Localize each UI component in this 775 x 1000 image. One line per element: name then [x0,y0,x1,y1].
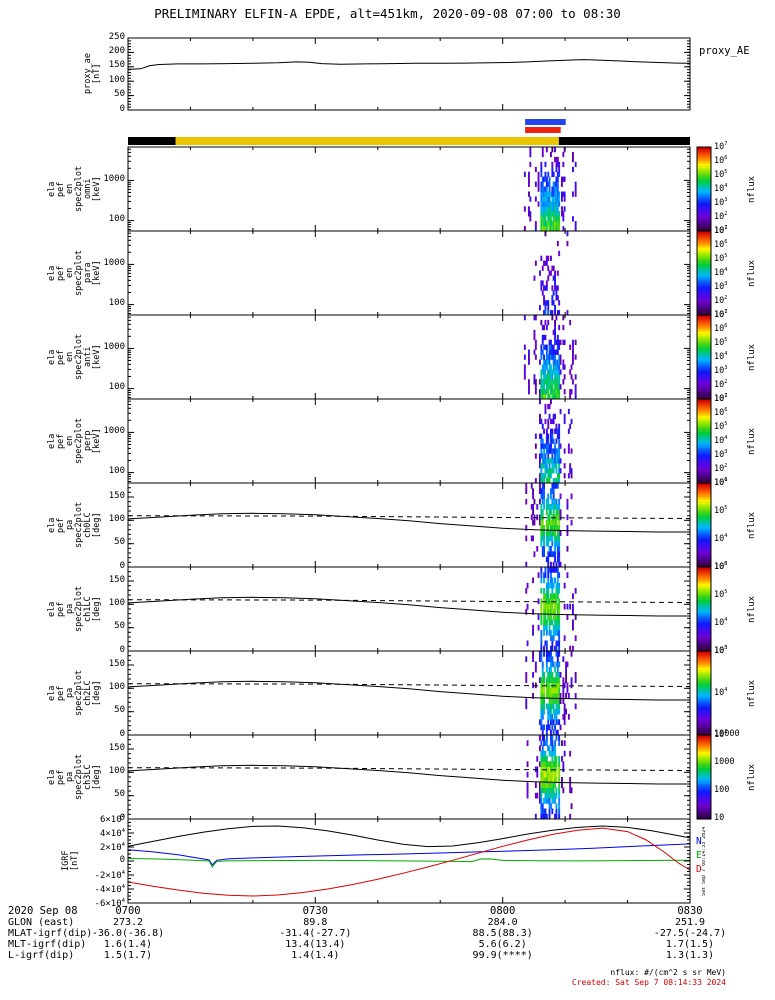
overlay-lines [128,680,690,701]
panel-border [127,37,691,111]
panel-ela_pef_pa_spec2plot_ch3LC [127,734,712,820]
colorbar [696,482,712,568]
overlay-anti_loss_cone [128,767,690,771]
spectrogram-cells [523,315,577,399]
overlay-lines [128,764,690,785]
panel-ela_pef_pa_spec2plot_ch1LC [127,566,712,652]
overlay-loss_cone [128,512,690,533]
panel-border [127,230,691,316]
colorbar [696,566,712,652]
line-series [128,59,690,70]
science-zone-bar-red [525,127,561,133]
panel-border [127,734,691,820]
colorbar [696,146,712,232]
panel-IGRF [127,818,691,904]
panel-border [127,650,691,736]
colorbar [696,230,712,316]
panel-border [127,398,691,484]
series-D [128,827,690,897]
spectrogram-cells [525,483,573,567]
line-series [128,825,690,897]
panel-ela_pef_en_spec2plot_anti [127,314,712,400]
panel-ela_pef_en_spec2plot_para [127,230,712,316]
panel-border [127,566,691,652]
overlay-anti_loss_cone [128,683,690,687]
colorbar [696,398,712,484]
panel-border [127,314,691,400]
spectrogram-cells [523,147,577,231]
spectrogram-cells [525,651,577,735]
overlay-lines [128,512,690,533]
panel-ela_pef_en_spec2plot_omni [127,146,712,232]
epoch-bar-segment [175,137,559,145]
colorbar [696,650,712,736]
series-E [128,858,690,868]
spectrogram-cells [534,399,573,483]
overlay-lines [128,596,690,617]
panel-border [127,482,691,568]
colorbar [696,314,712,400]
epoch-bar-segment [558,137,690,145]
spectrogram-cells [525,567,577,651]
series-proxy_AE [128,59,690,70]
panel-border [127,146,691,232]
spectrogram-cells [533,231,569,315]
colorbar [696,734,712,820]
panel-ela_pef_pa_spec2plot_ch2LC [127,650,712,736]
overlay-loss_cone [128,764,690,785]
epoch-bar-segment [128,137,176,145]
spectrogram-cells [526,735,573,819]
overlay-anti_loss_cone [128,515,690,519]
panel-proxy_ae [127,37,691,111]
panel-ela_pef_en_spec2plot_perp [127,398,712,484]
overlay-loss_cone [128,680,690,701]
series-B [128,825,690,848]
science-zone-bar-blue [525,119,566,125]
overlay-anti_loss_cone [128,599,690,603]
panel-ela_pef_pa_spec2plot_ch0LC [127,482,712,568]
overlay-loss_cone [128,596,690,617]
series-N [128,843,690,866]
